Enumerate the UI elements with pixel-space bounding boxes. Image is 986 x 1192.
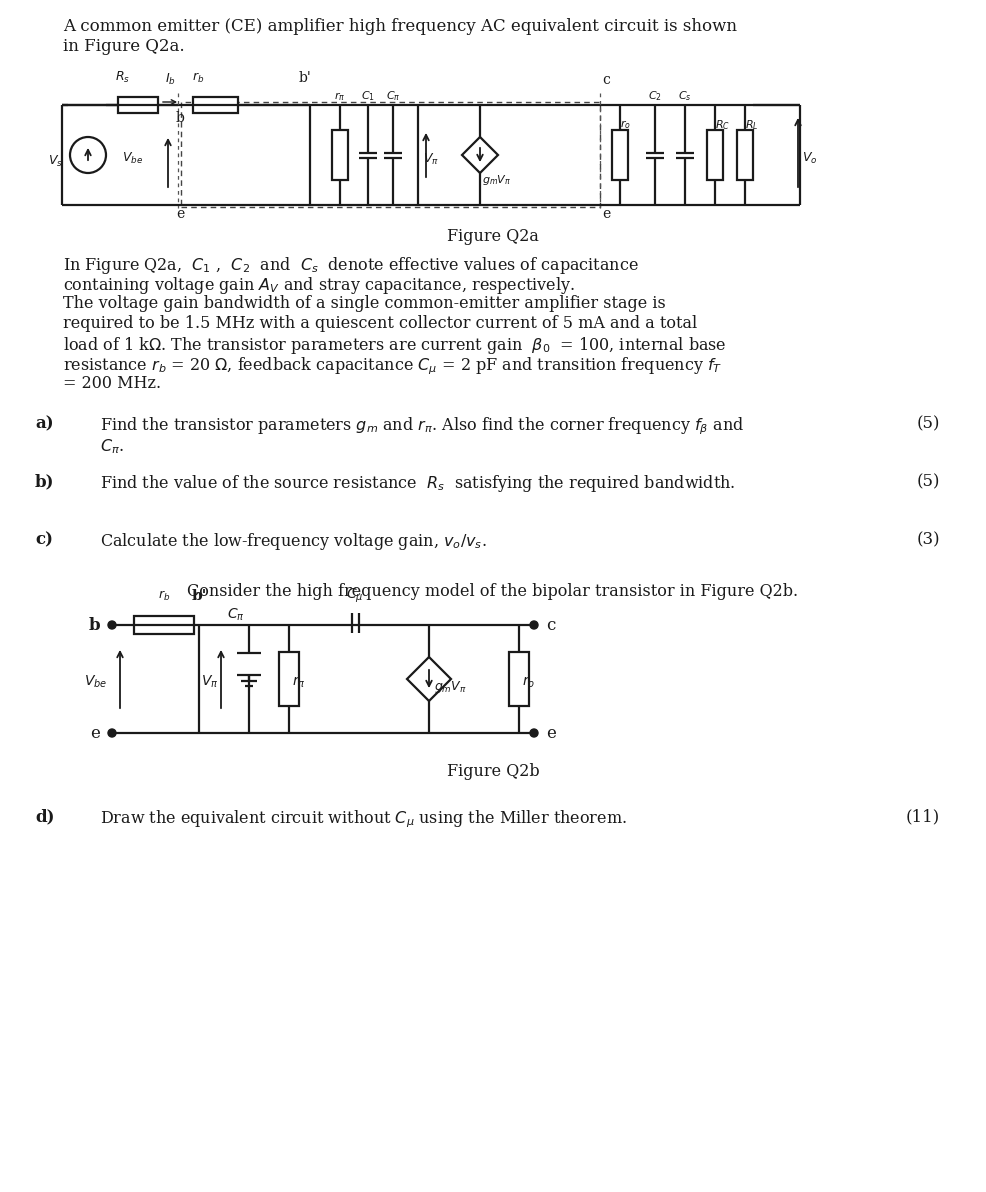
Text: $V_\pi$: $V_\pi$ (423, 151, 439, 167)
Text: b': b' (299, 72, 312, 85)
Bar (332, 130, 348, 180)
Text: b: b (176, 111, 185, 125)
Text: c: c (602, 73, 610, 87)
Text: $R_L$: $R_L$ (745, 118, 758, 132)
Text: e: e (602, 207, 610, 221)
Text: In Figure Q2a,  $C_1$ ,  $C_2$  and  $C_s$  denote effective values of capacitan: In Figure Q2a, $C_1$ , $C_2$ and $C_s$ d… (63, 255, 639, 277)
Text: Find the transistor parameters $g_m$ and $r_\pi$. Also find the corner frequency: Find the transistor parameters $g_m$ and… (100, 415, 744, 436)
Bar (707, 130, 723, 180)
Text: $C_2$: $C_2$ (648, 89, 662, 103)
Circle shape (108, 621, 116, 629)
Text: resistance $r_b$ = 20 $\Omega$, feedback capacitance $C_\mu$ = 2 pF and transiti: resistance $r_b$ = 20 $\Omega$, feedback… (63, 355, 723, 377)
Text: $g_m V_\pi$: $g_m V_\pi$ (482, 173, 512, 187)
Text: $C_{\pi}$: $C_{\pi}$ (228, 607, 245, 623)
Text: $C_\pi$.: $C_\pi$. (100, 437, 124, 455)
Text: (5): (5) (917, 415, 940, 432)
Text: The voltage gain bandwidth of a single common-emitter amplifier stage is: The voltage gain bandwidth of a single c… (63, 294, 666, 312)
Text: Figure Q2a: Figure Q2a (447, 228, 539, 246)
Text: $r_b$: $r_b$ (158, 589, 171, 603)
Text: $V_s$: $V_s$ (48, 154, 63, 168)
Text: b': b' (191, 589, 207, 603)
Text: c): c) (35, 530, 53, 548)
Text: e: e (90, 725, 100, 741)
Bar (509, 652, 529, 706)
Bar (612, 130, 628, 180)
Text: Consider the high frequency model of the bipolar transistor in Figure Q2b.: Consider the high frequency model of the… (187, 583, 799, 600)
Text: $C_s$: $C_s$ (678, 89, 692, 103)
Text: a): a) (35, 415, 53, 432)
Text: $C_{\mu}$: $C_{\mu}$ (346, 586, 364, 606)
Text: $r_\pi$: $r_\pi$ (334, 91, 346, 103)
Text: containing voltage gain $A_V$ and stray capacitance, respectively.: containing voltage gain $A_V$ and stray … (63, 275, 575, 296)
Bar (737, 130, 753, 180)
Text: (3): (3) (916, 530, 940, 548)
Text: Find the value of the source resistance  $R_s$  satisfying the required bandwidt: Find the value of the source resistance … (100, 473, 736, 493)
Bar (279, 652, 299, 706)
Text: $r_o$: $r_o$ (620, 118, 631, 131)
Text: $V_{\pi}$: $V_{\pi}$ (200, 673, 218, 690)
Text: (5): (5) (917, 473, 940, 490)
Text: $g_m V_{\pi}$: $g_m V_{\pi}$ (434, 679, 466, 695)
Text: $V_o$: $V_o$ (802, 150, 817, 166)
Text: (11): (11) (906, 808, 940, 825)
Text: $R_C$: $R_C$ (715, 118, 730, 132)
Text: required to be 1.5 MHz with a quiescent collector current of 5 mA and a total: required to be 1.5 MHz with a quiescent … (63, 315, 697, 333)
Circle shape (530, 621, 538, 629)
Text: $V_{be}$: $V_{be}$ (84, 673, 107, 690)
Text: d): d) (35, 808, 54, 825)
Bar (193, 97, 238, 113)
Text: = 200 MHz.: = 200 MHz. (63, 375, 161, 392)
Text: e: e (546, 725, 556, 741)
Text: Figure Q2b: Figure Q2b (447, 763, 539, 780)
Text: b): b) (35, 473, 54, 490)
Text: $V_{be}$: $V_{be}$ (122, 150, 143, 166)
Text: $R_s$: $R_s$ (115, 70, 130, 85)
Text: c: c (546, 616, 555, 633)
Text: $r_b$: $r_b$ (192, 70, 204, 85)
Text: load of 1 k$\Omega$. The transistor parameters are current gain  $\beta_0$  = 10: load of 1 k$\Omega$. The transistor para… (63, 335, 727, 356)
Text: Calculate the low-frequency voltage gain, $v_o/v_s$.: Calculate the low-frequency voltage gain… (100, 530, 487, 552)
Bar (118, 97, 158, 113)
Text: in Figure Q2a.: in Figure Q2a. (63, 38, 184, 55)
Text: $I_b$: $I_b$ (165, 72, 176, 87)
Text: b: b (89, 616, 100, 633)
Text: $r_o$: $r_o$ (522, 675, 535, 690)
Circle shape (530, 730, 538, 737)
Text: $r_{\pi}$: $r_{\pi}$ (292, 675, 306, 690)
Text: e: e (176, 207, 184, 221)
Bar (134, 616, 194, 634)
Text: Draw the equivalent circuit without $C_\mu$ using the Miller theorem.: Draw the equivalent circuit without $C_\… (100, 808, 627, 830)
Text: $C_\pi$: $C_\pi$ (386, 89, 400, 103)
Bar (181, 103, 600, 207)
Text: A common emitter (CE) amplifier high frequency AC equivalent circuit is shown: A common emitter (CE) amplifier high fre… (63, 18, 737, 35)
Circle shape (108, 730, 116, 737)
Text: $C_1$: $C_1$ (361, 89, 375, 103)
